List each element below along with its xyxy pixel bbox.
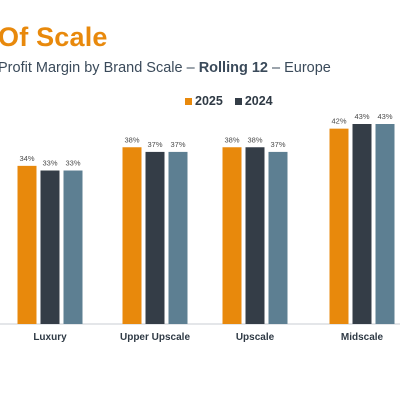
legend-swatch-2024 [234,97,242,105]
chart-title: Of Scale [0,22,108,52]
value-label-upper-upscale-series-3: 37% [170,140,185,149]
legend-label-2025: 2025 [195,94,223,108]
value-label-upscale-2024: 38% [247,135,262,144]
bar-upper-upscale-2024 [145,151,165,324]
bar-luxury-series-3 [63,170,83,324]
bar-midscale-series-3 [375,124,395,324]
bar-upper-upscale-series-3 [168,151,188,324]
value-label-midscale-series-3: 43% [377,112,392,121]
chart-subtitle: Profit Margin by Brand Scale – Rolling 1… [0,60,331,76]
subtitle-region: – Europe [267,60,331,76]
value-label-luxury-2024: 33% [42,159,57,168]
chart-legend: 2025 2024 [185,94,285,108]
bar-upscale-2025 [222,147,242,324]
bar-upscale-series-3 [268,151,288,324]
bar-upscale-2024 [245,147,265,324]
value-label-upper-upscale-2024: 37% [147,140,162,149]
bar-luxury-2025 [17,165,37,324]
value-label-luxury-series-3: 33% [65,159,80,168]
value-label-midscale-2025: 42% [331,117,346,126]
legend-label-2024: 2024 [244,94,273,108]
category-label-upper-upscale: Upper Upscale [120,332,190,343]
bar-midscale-2024 [352,124,372,324]
value-label-midscale-2024: 43% [354,112,369,121]
subtitle-main: Profit Margin by Brand Scale – [0,60,199,76]
legend-swatch-2025 [185,97,192,105]
bar-midscale-2025 [329,128,349,324]
value-label-luxury-2025: 34% [19,154,34,163]
legend-item-2024: 2024 [234,94,273,108]
value-label-upscale-series-3: 37% [270,140,285,149]
category-label-midscale: Midscale [341,332,384,343]
legend-item-2025: 2025 [185,94,223,108]
value-label-upscale-2025: 38% [224,135,239,144]
value-label-upper-upscale-2025: 38% [124,135,139,144]
bar-luxury-2024 [40,170,60,324]
subtitle-period: Rolling 12 [198,60,268,76]
bar-upper-upscale-2025 [122,147,142,324]
category-label-upscale: Upscale [236,332,275,343]
category-label-luxury: Luxury [33,332,67,343]
